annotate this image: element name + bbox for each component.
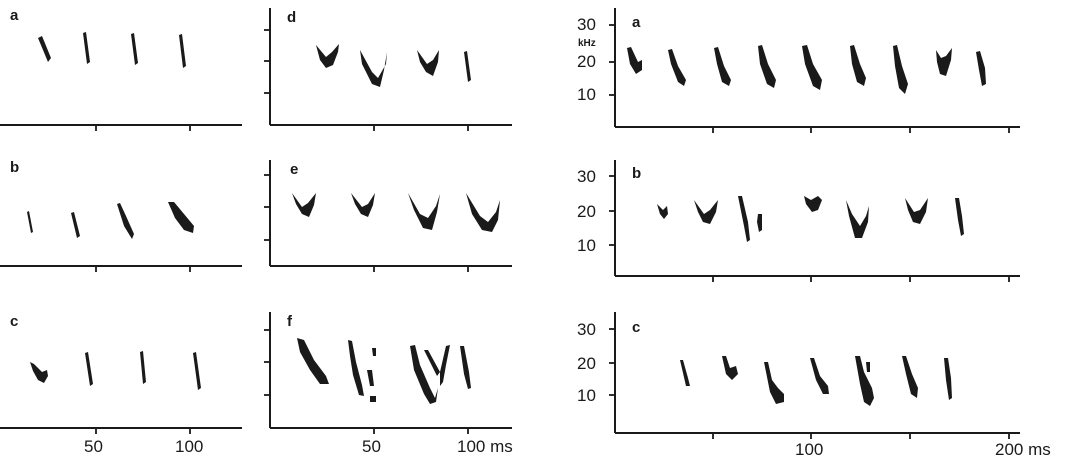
call-mark [657, 204, 668, 219]
call-mark [30, 362, 48, 383]
x-tick-label: 50 [362, 437, 381, 456]
panel-right-c: c 30 20 10 100 200 ms [577, 312, 1051, 458]
y-unit-label: kHz [578, 38, 596, 49]
call-mark [417, 50, 439, 76]
x-tick-label: 100 [175, 437, 203, 456]
call-mark [466, 193, 500, 232]
call-mark [738, 196, 750, 242]
panel-label: b [632, 165, 641, 182]
call-mark [804, 196, 822, 212]
y-tick-label: 20 [577, 52, 596, 71]
y-tick-label: 10 [577, 85, 596, 104]
call-mark [372, 348, 376, 356]
y-tick-label: 20 [577, 202, 596, 221]
call-mark [855, 356, 874, 406]
call-mark [348, 340, 364, 396]
panel-label: a [10, 7, 19, 24]
call-mark [714, 47, 731, 86]
call-mark [351, 193, 375, 217]
call-mark [627, 47, 642, 74]
call-mark [410, 345, 438, 404]
call-mark [71, 212, 80, 238]
left-column: a b c [0, 7, 242, 456]
panel-middle-d: d [264, 8, 512, 131]
call-mark [758, 45, 776, 88]
call-mark [955, 198, 964, 236]
panel-label: b [10, 159, 19, 176]
call-mark [936, 48, 952, 76]
call-mark [193, 352, 201, 390]
call-mark [846, 200, 869, 238]
panel-label: c [10, 313, 18, 330]
panel-left-c: c 50 100 [0, 313, 242, 456]
call-mark [360, 50, 387, 87]
call-mark [893, 45, 908, 94]
panel-label: f [287, 313, 293, 330]
call-mark [440, 345, 450, 386]
y-tick-label: 30 [577, 15, 596, 34]
call-mark [408, 193, 440, 230]
call-mark [424, 350, 440, 376]
x-tick-label: 200 ms [995, 440, 1051, 458]
call-mark [117, 203, 134, 239]
call-mark [668, 49, 686, 86]
y-tick-label: 30 [577, 167, 596, 186]
call-mark [38, 36, 51, 62]
x-tick-label: 100 [795, 440, 823, 458]
call-mark [85, 352, 93, 386]
panel-label: a [632, 14, 641, 31]
call-mark [866, 362, 870, 372]
middle-column: d e [264, 8, 513, 456]
call-mark [370, 396, 376, 402]
x-tick-label: 100 ms [457, 437, 513, 456]
call-mark [976, 51, 986, 86]
call-mark [902, 356, 918, 398]
panel-label: e [290, 161, 298, 178]
call-mark [460, 346, 471, 389]
panel-label: c [632, 319, 640, 336]
call-mark [292, 193, 316, 217]
panel-label: d [287, 9, 296, 26]
y-tick-label: 10 [577, 386, 596, 405]
call-mark [179, 34, 186, 68]
panel-right-a: a 30 kHz 20 10 [577, 8, 1020, 133]
panel-right-b: b 30 20 10 [577, 160, 1020, 282]
call-mark [764, 362, 784, 404]
call-mark [694, 200, 718, 224]
call-mark [297, 338, 329, 384]
call-mark [316, 44, 339, 68]
call-mark [722, 356, 738, 380]
y-tick-label: 30 [577, 320, 596, 339]
call-mark [802, 45, 822, 90]
call-mark [140, 351, 146, 384]
call-mark [367, 370, 374, 386]
panel-middle-f: f 50 100 ms [264, 312, 513, 456]
y-tick-label: 10 [577, 236, 596, 255]
call-mark [168, 202, 194, 233]
call-mark [850, 45, 866, 86]
call-mark [83, 32, 90, 64]
call-mark [464, 51, 471, 82]
call-mark [810, 358, 829, 394]
y-tick-label: 20 [577, 354, 596, 373]
panel-middle-e: e [264, 160, 512, 272]
call-mark [757, 214, 762, 232]
call-mark [905, 198, 928, 224]
call-mark [944, 358, 952, 400]
call-mark [27, 211, 33, 233]
panel-left-a: a [0, 7, 242, 131]
call-mark [131, 33, 138, 65]
call-mark [680, 360, 690, 386]
x-tick-label: 50 [84, 437, 103, 456]
panel-left-b: b [0, 159, 242, 272]
right-column: a 30 kHz 20 10 b 30 [577, 8, 1051, 458]
